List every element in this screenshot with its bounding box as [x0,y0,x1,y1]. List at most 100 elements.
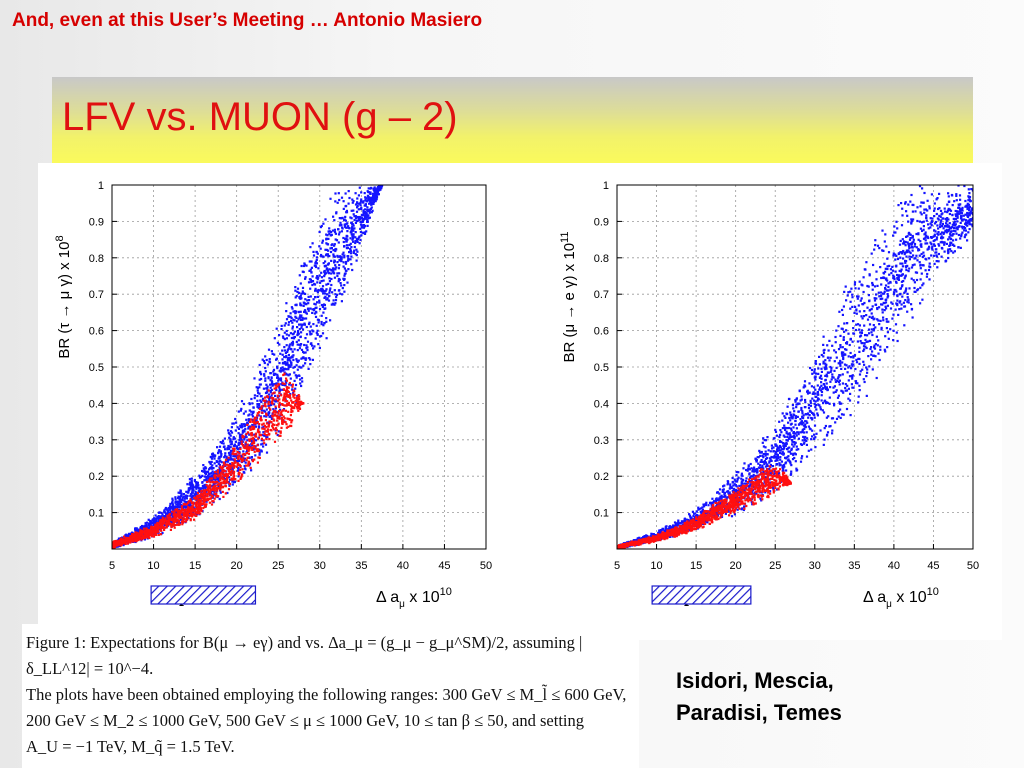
data-point [261,427,264,430]
data-point [272,418,275,421]
data-point [271,415,274,418]
data-point [838,310,841,313]
data-point [814,378,817,381]
data-point [149,520,153,523]
data-point [878,295,881,298]
data-point [340,217,343,220]
data-point [226,481,229,484]
data-point [262,445,265,448]
data-point [287,374,290,377]
data-point [190,482,193,485]
data-point [263,424,267,427]
data-point [296,360,299,364]
data-point [224,458,228,461]
data-point [334,232,337,235]
data-point [187,491,190,494]
data-point [295,316,298,319]
data-point [257,391,260,394]
data-point [273,337,276,340]
data-point [301,323,305,326]
data-point [697,506,700,509]
data-point [264,379,267,382]
data-point [856,382,859,385]
data-point [185,503,188,506]
data-point [185,490,188,493]
data-point [858,373,862,376]
data-point [298,365,301,368]
data-point [285,310,288,313]
data-point [250,456,253,459]
data-point [313,309,316,312]
data-point [241,436,244,439]
title-banner: LFV vs. MUON (g – 2) [52,77,973,163]
data-point [336,261,339,264]
data-point [251,423,254,427]
data-point [904,202,907,205]
data-point [373,194,376,197]
data-point [903,324,906,327]
data-point [240,439,243,442]
data-point [760,459,763,462]
data-point [943,243,946,246]
data-point [349,258,352,261]
data-point [216,489,219,492]
data-point [867,340,870,343]
data-point [939,209,943,212]
data-point [359,220,362,223]
data-point [258,407,262,411]
data-point [889,281,892,284]
data-point [171,497,174,500]
data-point [692,515,695,518]
data-point [174,498,177,501]
data-point [849,290,852,293]
data-point [223,437,226,440]
data-point [876,318,879,321]
data-point [366,224,369,227]
data-point [933,207,936,210]
data-point [903,253,906,256]
data-point [333,289,336,292]
data-point [185,500,188,504]
data-point [188,478,191,481]
data-point [200,490,203,493]
data-point [226,446,229,450]
data-point [855,312,858,315]
data-point [281,366,284,369]
data-point [324,289,327,292]
data-point [359,217,362,220]
data-point [181,498,184,501]
data-point [276,373,279,376]
data-point [274,383,277,386]
data-point [345,240,348,243]
data-point [966,205,969,208]
data-point [177,500,180,503]
data-point [860,297,863,300]
scatter-plots: 5 10 15 20 25 30 35 40 45 500.10.20.30.40.50.60.7… [54,180,979,610]
data-point [317,318,320,322]
data-point [338,264,341,267]
data-point [290,363,293,366]
data-point [156,516,159,519]
data-point [849,414,852,417]
data-point [165,519,168,522]
data-point [229,451,232,454]
data-point [829,386,832,389]
data-point [283,338,286,341]
data-point [288,364,291,367]
data-point [267,403,270,406]
data-point [781,419,784,422]
data-point [316,291,319,294]
data-point [264,399,267,402]
data-point [867,328,871,331]
data-point [373,193,376,196]
data-point [270,403,273,407]
data-point [375,198,378,201]
data-point [324,292,327,295]
data-point [305,357,308,360]
data-point [269,386,272,389]
data-point [254,454,257,457]
data-point [281,358,284,361]
data-point [231,422,234,425]
data-point [142,526,146,529]
data-point [266,387,269,390]
